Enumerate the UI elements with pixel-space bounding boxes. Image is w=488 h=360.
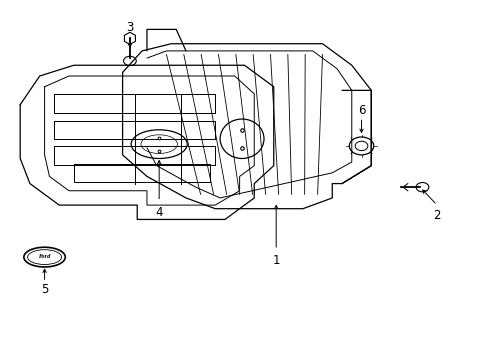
Text: 2: 2 [432,210,440,222]
Text: 3: 3 [126,21,133,34]
Text: Ford: Ford [38,253,51,258]
Text: 5: 5 [41,283,48,296]
Text: 1: 1 [272,254,279,267]
Text: 4: 4 [155,206,163,219]
Text: 6: 6 [357,104,365,117]
